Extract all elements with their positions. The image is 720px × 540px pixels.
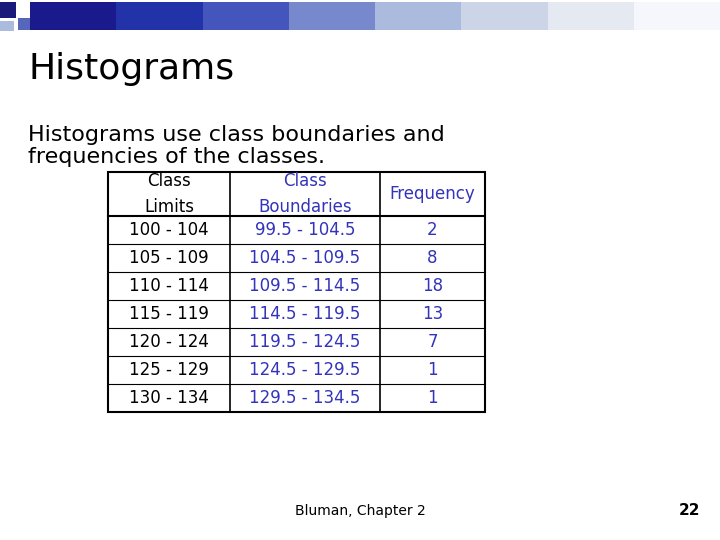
- Bar: [18, 18, 30, 30]
- Text: Class
Boundaries: Class Boundaries: [258, 172, 352, 215]
- Text: 18: 18: [422, 277, 443, 295]
- Text: Class
Limits: Class Limits: [144, 172, 194, 215]
- Text: 125 - 129: 125 - 129: [129, 361, 209, 379]
- Text: 129.5 - 134.5: 129.5 - 134.5: [249, 389, 361, 407]
- Text: 104.5 - 109.5: 104.5 - 109.5: [249, 249, 361, 267]
- Bar: [547, 2, 635, 30]
- Bar: [108, 172, 485, 412]
- Text: 120 - 124: 120 - 124: [129, 333, 209, 351]
- Text: 2: 2: [427, 221, 438, 239]
- Text: 115 - 119: 115 - 119: [129, 305, 209, 323]
- Bar: [0, 21, 14, 31]
- Text: 1: 1: [427, 389, 438, 407]
- Text: frequencies of the classes.: frequencies of the classes.: [28, 147, 325, 167]
- Bar: [0, 2, 16, 18]
- Text: Histograms: Histograms: [28, 52, 234, 86]
- Bar: [289, 2, 376, 30]
- Text: Frequency: Frequency: [390, 185, 475, 203]
- Text: 7: 7: [427, 333, 438, 351]
- Bar: [116, 2, 204, 30]
- Text: 109.5 - 114.5: 109.5 - 114.5: [249, 277, 361, 295]
- Bar: [202, 2, 289, 30]
- Text: 13: 13: [422, 305, 443, 323]
- Text: 130 - 134: 130 - 134: [129, 389, 209, 407]
- Text: 8: 8: [427, 249, 438, 267]
- Bar: [375, 2, 462, 30]
- Text: 105 - 109: 105 - 109: [129, 249, 209, 267]
- Text: 22: 22: [678, 503, 700, 518]
- Bar: [634, 2, 720, 30]
- Text: 99.5 - 104.5: 99.5 - 104.5: [255, 221, 355, 239]
- Text: 119.5 - 124.5: 119.5 - 124.5: [249, 333, 361, 351]
- Bar: [30, 2, 117, 30]
- Text: 1: 1: [427, 361, 438, 379]
- Bar: [462, 2, 549, 30]
- Text: Bluman, Chapter 2: Bluman, Chapter 2: [294, 504, 426, 518]
- Text: 100 - 104: 100 - 104: [129, 221, 209, 239]
- Text: 110 - 114: 110 - 114: [129, 277, 209, 295]
- Text: Histograms use class boundaries and: Histograms use class boundaries and: [28, 125, 445, 145]
- Text: 114.5 - 119.5: 114.5 - 119.5: [249, 305, 361, 323]
- Text: 124.5 - 129.5: 124.5 - 129.5: [249, 361, 361, 379]
